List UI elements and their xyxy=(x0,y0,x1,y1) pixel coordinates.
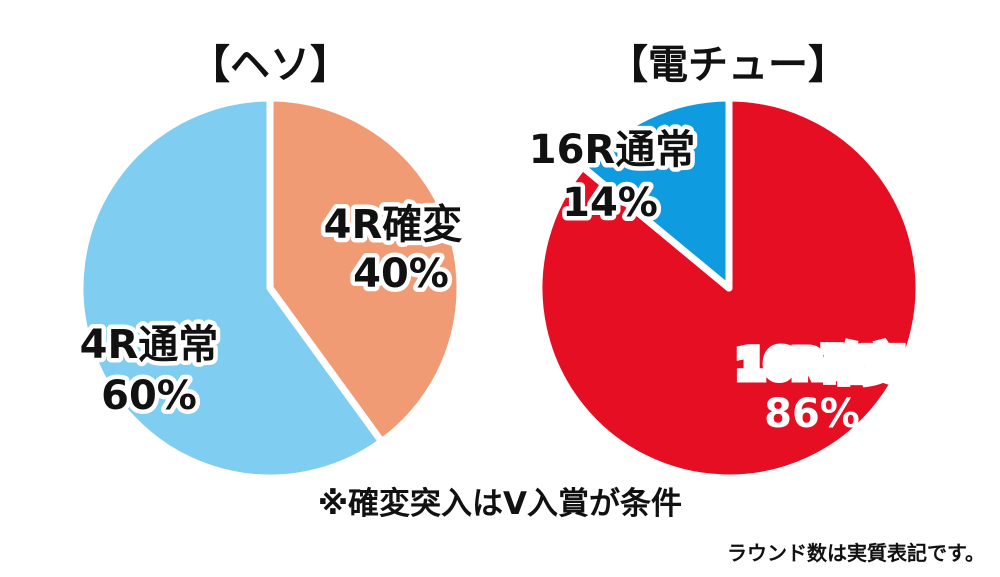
pie-heso-slice-4r-tsujo xyxy=(76,94,386,482)
pie-denchu-value-16r-tsujo: 14% xyxy=(562,180,658,226)
pie-denchu-label-16r-kakuhen: 16R確変 xyxy=(737,342,903,388)
pie-heso-label-4r-tsujo: 4R通常 xyxy=(80,322,219,368)
pie-denchu-value-16r-kakuhen: 86% xyxy=(764,391,860,437)
pie-heso-value-4r-kakuhen: 40% xyxy=(353,251,449,297)
footnote: ラウンド数は実質表記です。 xyxy=(727,541,985,565)
pie-denchu-slice-16r-tsujo xyxy=(579,94,733,292)
condition-note: ※確変突入はV入賞が条件 xyxy=(318,486,682,522)
pie-heso-value-4r-tsujo: 60% xyxy=(101,373,197,419)
pie-denchu-title: 【電チュー】 xyxy=(608,42,848,88)
pie-denchu-label-16r-tsujo: 16R通常 xyxy=(529,127,695,173)
pie-heso-title: 【ヘソ】 xyxy=(190,42,350,88)
pie-heso: 【ヘソ】 4R確変 40% 4R通常 60% xyxy=(75,42,467,482)
pie-heso-slice-4r-kakuhen xyxy=(266,94,464,446)
pie-heso-label-4r-kakuhen: 4R確変 xyxy=(324,202,463,248)
pie-denchu: 【電チュー】 16R通常 14% 16R確変 86% xyxy=(524,42,923,482)
